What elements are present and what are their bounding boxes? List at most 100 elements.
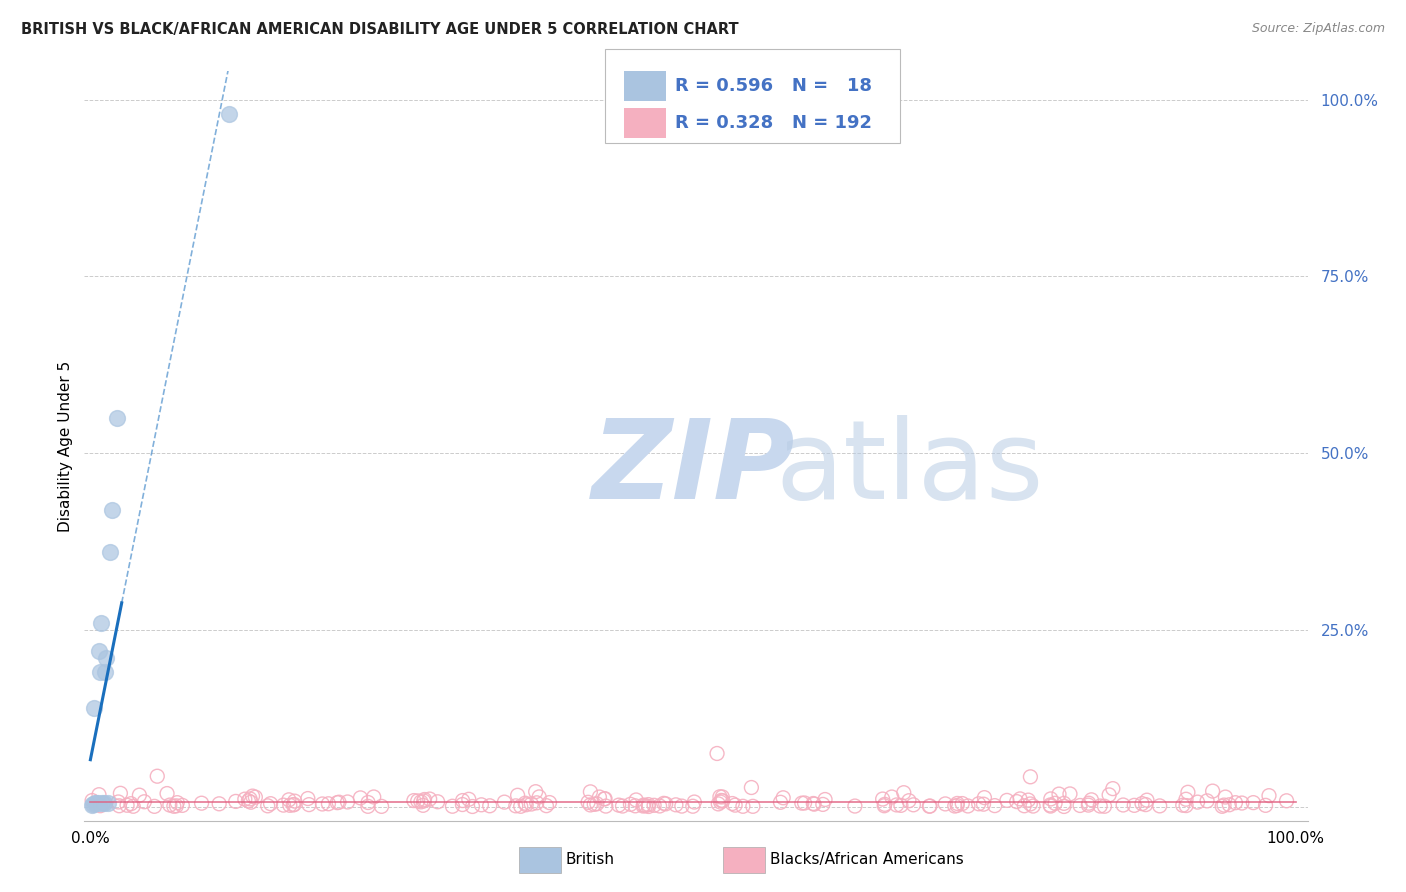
- Point: [239, 792, 262, 806]
- Point: [671, 799, 693, 814]
- Point: [1039, 792, 1062, 806]
- Point: [648, 799, 671, 814]
- Point: [115, 798, 138, 813]
- Point: [159, 798, 181, 813]
- Point: [80, 798, 103, 813]
- Point: [134, 795, 156, 809]
- Point: [1053, 799, 1076, 814]
- Point: [950, 797, 973, 811]
- Point: [256, 798, 278, 813]
- Point: [643, 798, 665, 813]
- Point: [86, 796, 108, 810]
- Point: [128, 788, 150, 802]
- Point: [91, 796, 114, 810]
- Point: [721, 797, 744, 811]
- Point: [1215, 790, 1237, 805]
- Point: [1135, 797, 1157, 812]
- Point: [873, 798, 896, 813]
- Point: [326, 796, 349, 810]
- Point: [873, 797, 896, 812]
- Point: [682, 799, 704, 814]
- Point: [526, 796, 548, 810]
- Point: [1187, 795, 1209, 809]
- Point: [731, 799, 754, 814]
- Y-axis label: Disability Age Under 5: Disability Age Under 5: [58, 360, 73, 532]
- Point: [790, 796, 813, 810]
- Point: [505, 798, 527, 813]
- Point: [1043, 797, 1066, 811]
- Point: [983, 798, 1005, 813]
- Point: [412, 798, 434, 813]
- Point: [478, 798, 501, 813]
- Text: atlas: atlas: [776, 415, 1045, 522]
- Point: [886, 797, 908, 812]
- Point: [1175, 792, 1198, 806]
- Point: [1211, 799, 1233, 814]
- Point: [711, 789, 734, 804]
- Point: [711, 794, 734, 808]
- Point: [1175, 798, 1198, 813]
- Point: [1197, 794, 1219, 808]
- Point: [709, 795, 731, 809]
- Point: [122, 799, 145, 814]
- Point: [318, 797, 340, 811]
- Text: R = 0.328   N = 192: R = 0.328 N = 192: [675, 114, 872, 132]
- Point: [166, 796, 188, 810]
- Point: [576, 795, 599, 809]
- Point: [208, 797, 231, 811]
- Point: [349, 790, 371, 805]
- Point: [328, 795, 350, 809]
- Point: [82, 793, 104, 807]
- Point: [956, 799, 979, 814]
- Point: [619, 797, 641, 812]
- Point: [494, 795, 516, 809]
- Point: [89, 798, 111, 813]
- Point: [811, 797, 834, 812]
- Point: [890, 798, 912, 813]
- Point: [94, 665, 117, 680]
- Point: [538, 796, 561, 810]
- Point: [1241, 796, 1264, 810]
- Point: [637, 797, 659, 812]
- Point: [233, 792, 256, 806]
- Point: [1201, 784, 1223, 798]
- Point: [239, 795, 262, 809]
- Point: [1059, 787, 1081, 801]
- Point: [283, 797, 305, 812]
- Point: [814, 792, 837, 806]
- Point: [1149, 798, 1171, 813]
- Point: [772, 790, 794, 805]
- Point: [441, 799, 464, 814]
- Point: [1080, 793, 1102, 807]
- Point: [84, 796, 107, 810]
- Point: [238, 794, 260, 808]
- Point: [357, 799, 380, 814]
- Point: [457, 792, 479, 806]
- Point: [844, 799, 866, 814]
- Point: [412, 794, 434, 808]
- Point: [897, 794, 920, 808]
- Point: [801, 797, 824, 811]
- Text: Blacks/African Americans: Blacks/African Americans: [770, 853, 965, 867]
- Point: [665, 797, 688, 812]
- Point: [1171, 798, 1194, 813]
- Point: [973, 790, 995, 805]
- Point: [579, 797, 602, 812]
- Point: [724, 798, 747, 813]
- Point: [98, 545, 121, 559]
- Point: [1177, 785, 1199, 799]
- Point: [593, 792, 616, 806]
- Point: [524, 785, 547, 799]
- Point: [1005, 795, 1028, 809]
- Point: [527, 789, 550, 804]
- Point: [1069, 798, 1091, 813]
- Point: [357, 796, 380, 810]
- Point: [595, 799, 617, 814]
- Point: [536, 798, 558, 813]
- Point: [426, 795, 449, 809]
- Point: [163, 799, 186, 814]
- Point: [311, 797, 333, 811]
- Point: [710, 793, 733, 807]
- Point: [1123, 798, 1146, 813]
- Point: [87, 644, 110, 658]
